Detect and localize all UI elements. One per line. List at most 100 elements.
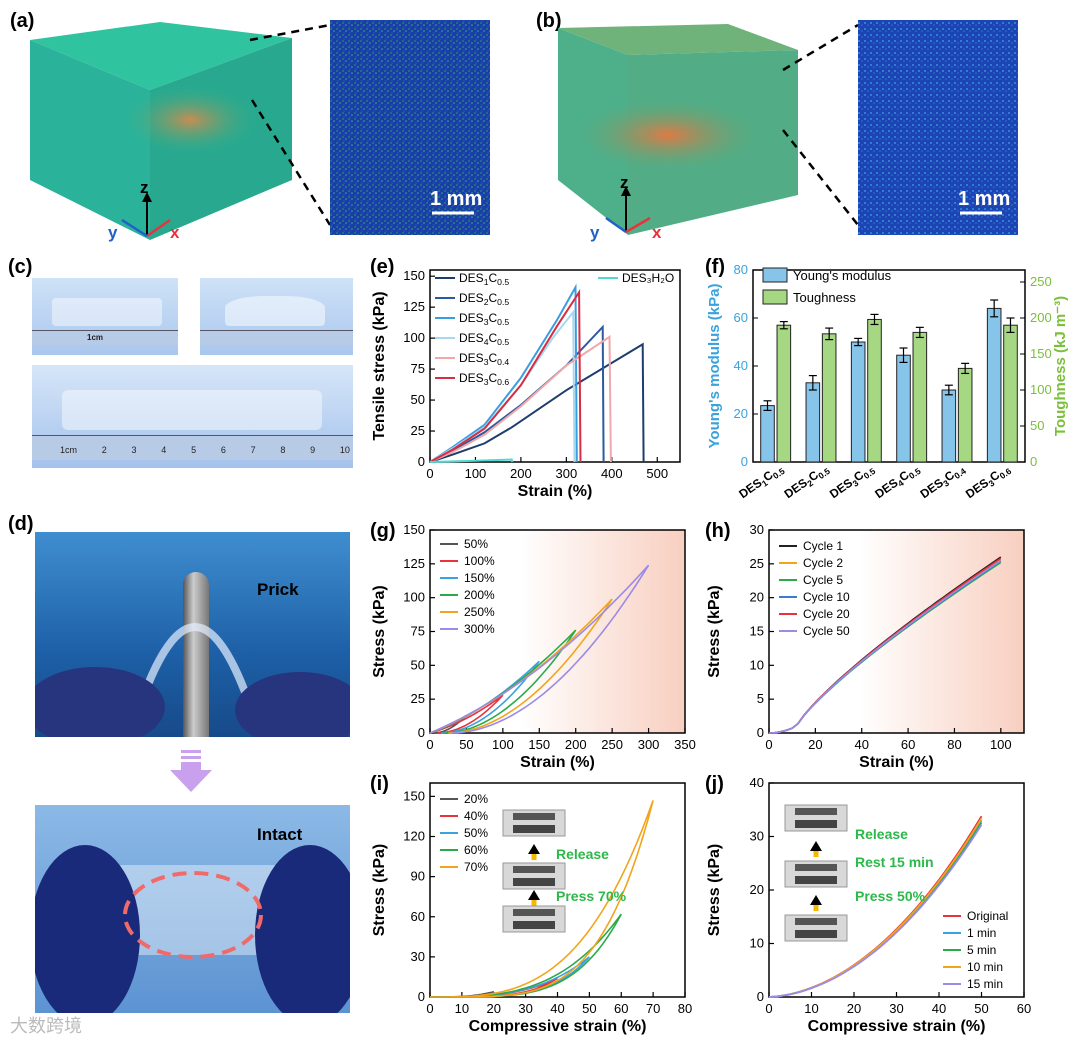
legend-label-h2o: DES₃H₂O [622, 271, 674, 285]
legend-label: 10 min [967, 960, 1003, 974]
x-tick-label: 40 [932, 1001, 946, 1016]
legend-label: 40% [464, 809, 488, 823]
x-tick-label: 300 [556, 466, 578, 481]
axis-y-b: y [590, 223, 600, 242]
bar-modulus [896, 354, 911, 463]
legend-label: 70% [464, 860, 488, 874]
y-tick-label: 15 [750, 624, 764, 639]
y-tick-label-right: 100 [1030, 382, 1052, 397]
category-label: DES3C0.5 [827, 461, 877, 503]
sample-photo-j1-plate2 [795, 820, 837, 828]
y-tick-label-right: 250 [1030, 274, 1052, 289]
series-line-DES₃C₀.₆ [429, 288, 582, 463]
y-tick-label: 0 [418, 454, 425, 469]
axis-z-a: z [140, 178, 149, 197]
ruler-marks: 1cm 2 3 4 5 6 7 8 9 10 [60, 445, 350, 459]
bar-modulus [941, 389, 957, 463]
plot-background [430, 530, 685, 733]
y-tick-label-left: 0 [741, 454, 748, 469]
panel-label-e: (e) [370, 256, 395, 278]
y-axis-label: Stress (kPa) [706, 585, 723, 678]
microct-render-a: 1 mm z x y [30, 20, 490, 242]
x-tick-label: 100 [990, 737, 1012, 752]
recovery-curve-5 min [768, 822, 983, 998]
y-tick-label-left: 40 [734, 358, 748, 373]
axis-x-b: x [652, 223, 662, 242]
x-tick-label: 0 [765, 1001, 772, 1016]
series-line-DES₃H₂O [429, 458, 514, 463]
annot-press: Press 70% [556, 888, 627, 904]
x-tick-label: 80 [947, 737, 961, 752]
series-line-DES₃C₀.₅ [429, 283, 578, 463]
y-tick-label: 5 [757, 691, 764, 706]
y-tick-label-right: 0 [1030, 454, 1037, 469]
down-arrow-icon [170, 750, 212, 792]
y-tick-label: 50 [411, 657, 425, 672]
legend-label: DES2C0.5 [459, 291, 509, 307]
x-axis-label: Strain (%) [520, 754, 595, 771]
scale-bar-label-a: 1 mm [430, 188, 482, 210]
x-tick-label: 150 [528, 737, 550, 752]
loop-100% [429, 694, 504, 734]
annot-press: Press 50% [855, 888, 926, 904]
bar-toughness [957, 367, 973, 463]
chart-j: 0 10 20 30 40 50 60 0 10 20 30 40 Compressive strain… [706, 775, 1031, 1035]
recovery-curve-Original [768, 815, 983, 998]
axis-z-b: z [620, 173, 629, 192]
panel-label-g: (g) [370, 520, 396, 542]
ruler-mark: 9 [310, 445, 316, 455]
legend-label: 100% [464, 554, 495, 568]
y-tick-label-right: 150 [1030, 346, 1052, 361]
photo-c-stretched: 1cm 2 3 4 5 6 7 8 9 10 [32, 365, 353, 468]
x-tick-label: 0 [426, 737, 433, 752]
x-tick-label: 500 [646, 466, 668, 481]
y-tick-label: 0 [757, 989, 764, 1004]
cycle-curve-Cycle 50 [768, 559, 1002, 734]
sample-photo-1-plate [513, 813, 555, 820]
prick-label: Prick [257, 580, 299, 599]
y-tick-label: 0 [757, 725, 764, 740]
up-arrow-shaft [531, 900, 537, 906]
sample-photo-j1-plate [795, 808, 837, 815]
up-arrow-icon [528, 890, 540, 900]
ruler-mark: 4 [161, 445, 167, 455]
legend-label: 20% [464, 792, 488, 806]
sample-photo-2-plate2 [513, 878, 555, 886]
legend-label: 1 min [967, 926, 996, 940]
y-tick-label: 75 [411, 361, 425, 376]
legend-label: 60% [464, 843, 488, 857]
x-axis-label: Compressive strain (%) [808, 1018, 986, 1035]
y-tick-label: 150 [403, 268, 425, 283]
x-tick-label: 30 [889, 1001, 903, 1016]
x-axis-label: Strain (%) [518, 483, 593, 500]
recovery-curve-10 min [768, 817, 983, 998]
highlight-ellipse [123, 871, 263, 959]
sample-photo-3-plate2 [513, 921, 555, 929]
plot-frame [429, 269, 681, 463]
bar-toughness [867, 318, 882, 463]
x-tick-label: 70 [646, 1001, 660, 1016]
legend-label: DES3C0.4 [459, 351, 509, 367]
recovery-curve-15 min [768, 824, 983, 998]
photo-d-intact: Intact [35, 805, 350, 1013]
up-arrow-icon [528, 844, 540, 854]
axis-y-a: y [108, 223, 118, 242]
x-tick-label: 60 [901, 737, 915, 752]
x-tick-label: 40 [854, 737, 868, 752]
legend-label: Cycle 50 [803, 624, 850, 638]
orange-core-b [578, 100, 758, 170]
x-tick-label: 50 [459, 737, 473, 752]
legend-swatch [762, 289, 788, 305]
cube-top-face-b [558, 24, 798, 55]
sample-photo-j2-plate2 [795, 876, 837, 884]
legend-label: 5 min [967, 943, 996, 957]
x-tick-label: 40 [550, 1001, 564, 1016]
sample-photo-j3-plate2 [795, 930, 837, 938]
bar-modulus [805, 382, 821, 463]
panel-label-j: (j) [705, 773, 724, 795]
up-arrow-shaft [531, 854, 537, 860]
x-tick-label: 10 [804, 1001, 818, 1016]
chart-h: 0 20 40 60 80 100 0 5 10 15 20 25 30 Strain (%) Stress… [706, 522, 1025, 771]
legend-label: Cycle 1 [803, 539, 843, 553]
x-axis-label: Strain (%) [859, 754, 934, 771]
